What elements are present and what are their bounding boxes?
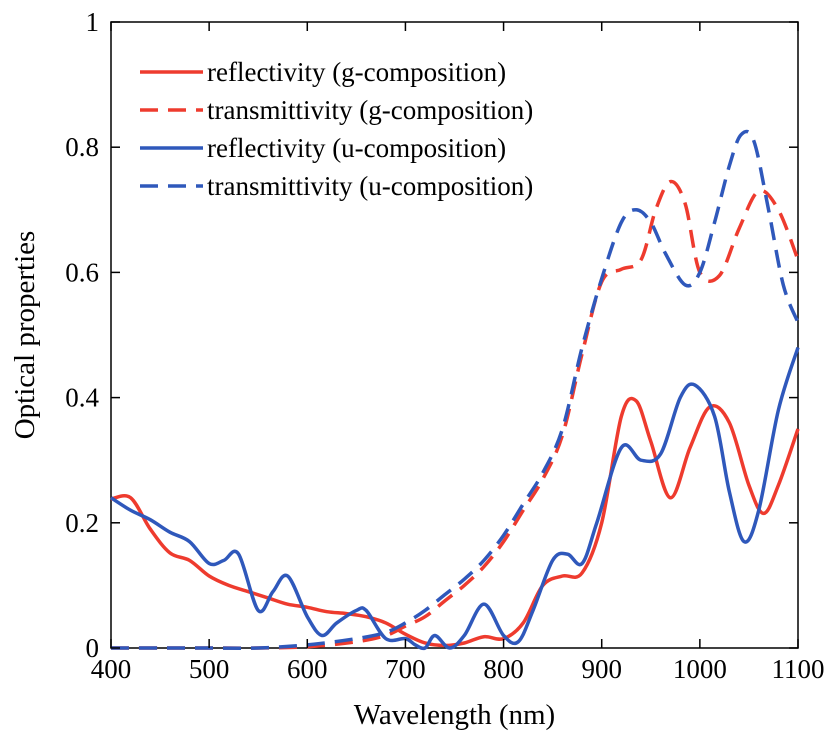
legend-label: transmittivity (u-composition) — [207, 171, 533, 201]
legend: reflectivity (g-composition) transmittivi… — [140, 57, 533, 201]
y-axis-label: Optical properties — [9, 231, 41, 440]
x-tick-label: 1100 — [772, 654, 825, 684]
legend-item-transmittivity-u: transmittivity (u-composition) — [140, 171, 533, 201]
series-line-transmittivity-u — [111, 129, 800, 650]
legend-item-transmittivity-g: transmittivity (g-composition) — [140, 95, 533, 125]
y-tick-label: 0.2 — [65, 508, 99, 538]
x-tick-label: 600 — [287, 654, 328, 684]
legend-label: reflectivity (g-composition) — [207, 57, 506, 87]
x-tick-label: 700 — [385, 654, 426, 684]
x-tick-label: 800 — [483, 654, 524, 684]
legend-label: transmittivity (g-composition) — [207, 95, 533, 125]
y-tick-label: 1 — [86, 7, 100, 37]
x-axis-label: Wavelength (nm) — [354, 699, 555, 731]
y-tick-label: 0 — [86, 633, 100, 663]
y-tick-label: 0.6 — [65, 257, 99, 287]
legend-label: reflectivity (u-composition) — [207, 133, 506, 163]
x-tick-label: 500 — [189, 654, 230, 684]
x-tick-label: 1000 — [673, 654, 727, 684]
legend-item-reflectivity-u: reflectivity (u-composition) — [140, 133, 506, 163]
x-tick-label: 900 — [581, 654, 622, 684]
x-tick-label: 400 — [91, 654, 132, 684]
series-line-reflectivity-g — [110, 396, 800, 648]
y-tick-label: 0.4 — [65, 383, 99, 413]
legend-item-reflectivity-g: reflectivity (g-composition) — [140, 57, 506, 87]
series-line-reflectivity-u — [110, 346, 800, 651]
y-tick-label: 0.8 — [65, 132, 99, 162]
series-line-transmittivity-g — [111, 179, 800, 650]
